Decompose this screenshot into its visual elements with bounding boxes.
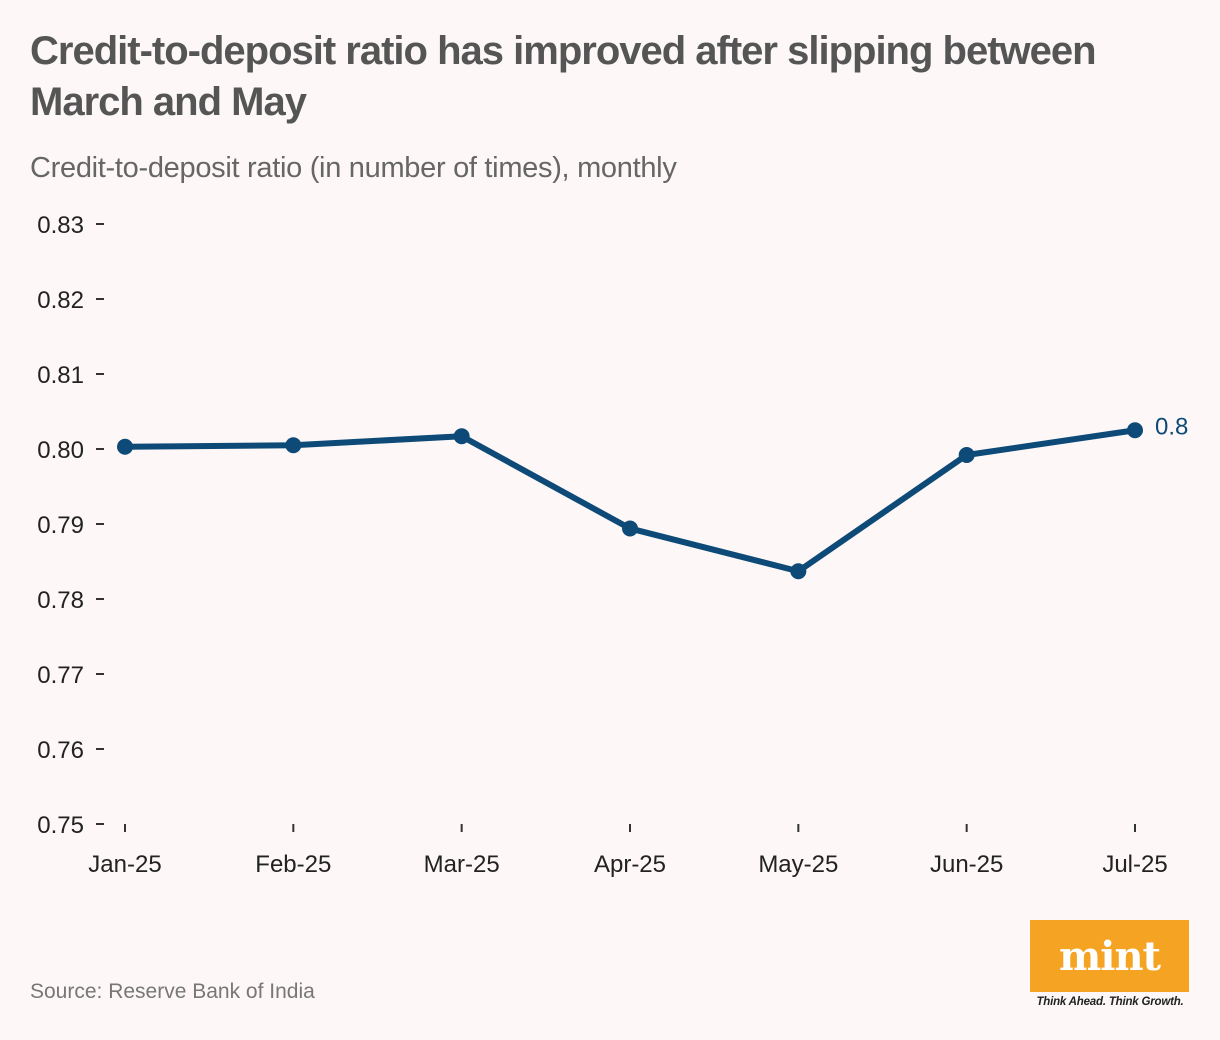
x-tick-label: May-25 <box>758 851 838 878</box>
y-tick-label: 0.82 <box>37 287 84 314</box>
x-tick-label: Jan-25 <box>88 851 161 878</box>
y-tick-label: 0.83 <box>37 212 84 239</box>
y-tick-label: 0.76 <box>37 737 84 764</box>
chart-title: Credit-to-deposit ratio has improved aft… <box>30 29 1097 124</box>
x-tick-label: Apr-25 <box>594 851 666 878</box>
x-tick-label: Jun-25 <box>930 851 1003 878</box>
y-axis: 0.83 0.82 0.81 0.80 0.79 0.78 0.77 0.76 0.75 <box>37 212 104 839</box>
data-point <box>622 520 638 537</box>
logo-text: mint <box>1058 932 1161 980</box>
x-tick-label: Feb-25 <box>255 851 331 878</box>
x-tick-label: Jul-25 <box>1102 851 1167 878</box>
data-point <box>117 438 133 455</box>
data-point <box>285 437 302 454</box>
data-point <box>453 428 470 445</box>
data-point <box>1127 422 1143 439</box>
y-tick-label: 0.81 <box>37 362 84 389</box>
y-tick-label: 0.79 <box>37 512 84 539</box>
x-tick-label: Mar-25 <box>424 851 500 878</box>
series-layer: 0.8 <box>117 413 1188 580</box>
series-line <box>122 427 1138 575</box>
y-tick-label: 0.75 <box>37 812 84 839</box>
data-point <box>958 447 975 463</box>
chart-subtitle: Credit-to-deposit ratio (in number of ti… <box>30 152 677 184</box>
y-tick-label: 0.78 <box>37 587 84 614</box>
y-tick-label: 0.80 <box>37 437 84 464</box>
end-value-label: 0.8 <box>1155 413 1188 440</box>
mint-logo: mint <box>1030 920 1189 992</box>
logo-tagline: Think Ahead. Think Growth. <box>1036 996 1184 1008</box>
data-point <box>790 563 807 580</box>
y-tick-label: 0.77 <box>37 662 84 689</box>
source-note: Source: Reserve Bank of India <box>30 980 315 1003</box>
x-axis: Jan-25 Feb-25 Mar-25 Apr-25 May-25 Jun-25 Jul-… <box>88 824 1168 878</box>
